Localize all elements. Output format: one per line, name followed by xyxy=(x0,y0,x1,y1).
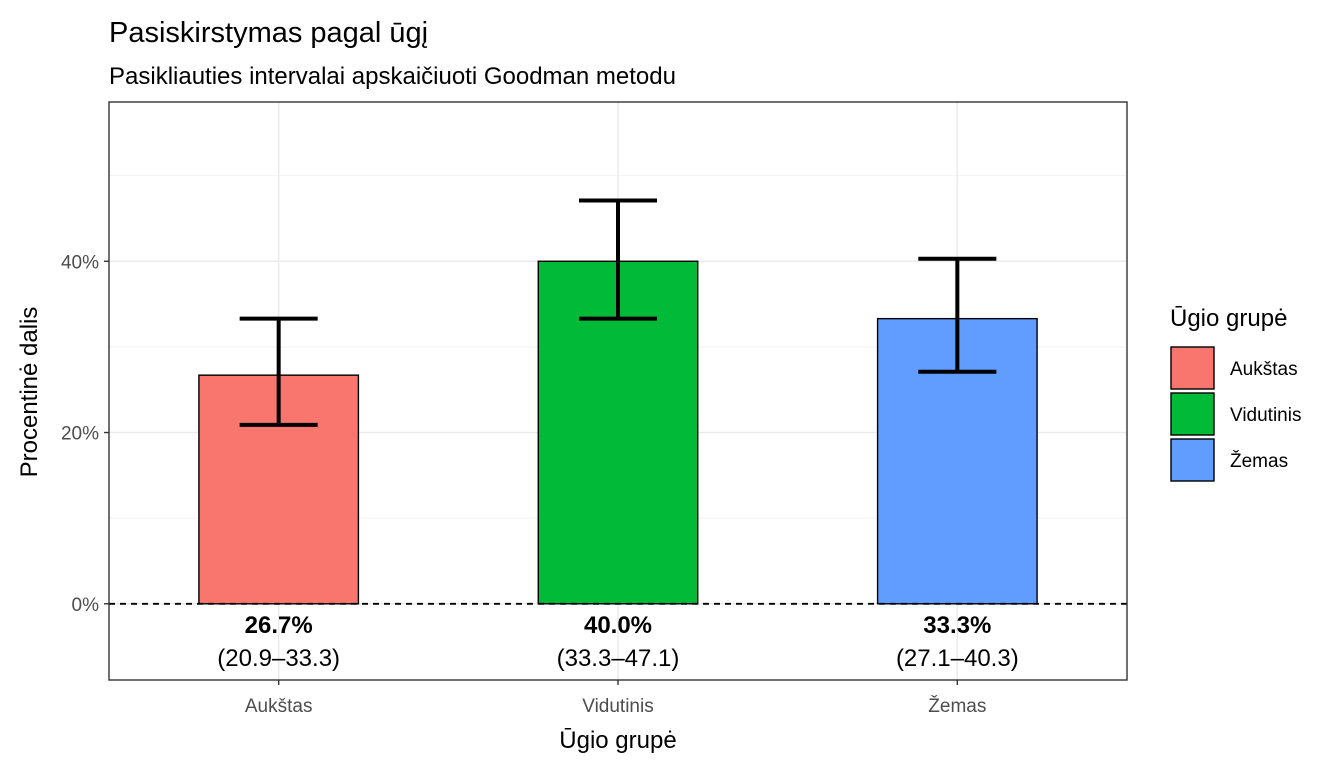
x-tick-label: Aukštas xyxy=(245,696,313,717)
legend-label: Žemas xyxy=(1230,450,1288,472)
legend-key xyxy=(1170,392,1215,436)
chart-title: Pasiskirstymas pagal ūgį xyxy=(109,17,428,49)
value-label: 40.0% xyxy=(584,612,652,639)
y-axis: 0% 20% 40% xyxy=(61,252,109,616)
value-label: 33.3% xyxy=(923,612,991,639)
ci-label: (27.1–40.3) xyxy=(896,645,1019,672)
legend-label: Aukštas xyxy=(1230,359,1298,380)
legend: Ūgio grupė Aukštas Vidutinis Žemas xyxy=(1170,305,1301,482)
x-axis: Aukštas Vidutinis Žemas xyxy=(245,680,986,717)
error-bars xyxy=(239,198,997,427)
ci-label: (33.3–47.1) xyxy=(557,645,680,672)
legend-title: Ūgio grupė xyxy=(1170,305,1287,332)
y-axis-title: Procentinė dalis xyxy=(16,307,43,478)
legend-key xyxy=(1170,438,1215,482)
y-tick-label: 0% xyxy=(72,595,100,616)
legend-label: Vidutinis xyxy=(1230,405,1301,426)
x-tick-label: Vidutinis xyxy=(582,696,653,717)
x-tick-label: Žemas xyxy=(928,695,986,717)
legend-key xyxy=(1170,346,1215,390)
chart-subtitle: Pasikliauties intervalai apskaičiuoti Go… xyxy=(109,63,676,90)
y-tick-label: 40% xyxy=(61,252,99,273)
value-label: 26.7% xyxy=(245,612,313,639)
x-axis-title: Ūgio grupė xyxy=(559,727,676,754)
y-tick-label: 20% xyxy=(61,424,99,445)
data-labels: 26.7% (20.9–33.3) 40.0% (33.3–47.1) 33.3% (27… xyxy=(217,612,1018,672)
ci-label: (20.9–33.3) xyxy=(217,645,340,672)
